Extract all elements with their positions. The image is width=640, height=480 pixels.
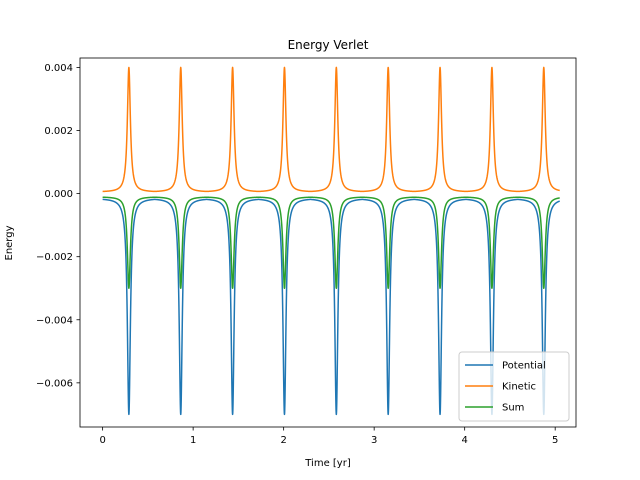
y-axis-ticks: −0.006 −0.004 −0.002 0.000 0.002 0.004 — [36, 63, 80, 389]
x-tick-label: 5 — [552, 435, 558, 446]
y-tick-label: 0.000 — [44, 189, 73, 200]
series-line-potential — [101, 198, 561, 416]
series-line-sum — [101, 196, 561, 289]
legend-label-kinetic: Kinetic — [502, 382, 536, 393]
legend-label-sum: Sum — [502, 403, 524, 414]
plot-frame — [79, 57, 577, 428]
x-tick-label: 3 — [371, 435, 377, 446]
x-tick-label: 1 — [190, 435, 196, 446]
y-tick-label: 0.002 — [44, 126, 73, 137]
y-tick-label: −0.006 — [36, 378, 73, 389]
series-line-kinetic — [101, 66, 561, 193]
legend-label-potential: Potential — [502, 361, 546, 372]
legend: Potential Kinetic Sum — [458, 351, 570, 422]
x-axis-label: Time [yr] — [304, 458, 351, 469]
x-tick-label: 0 — [99, 435, 105, 446]
y-tick-label: 0.004 — [44, 63, 73, 74]
series-layer — [101, 66, 561, 416]
x-tick-label: 4 — [461, 435, 467, 446]
y-tick-label: −0.004 — [36, 315, 73, 326]
chart-title: Energy Verlet — [288, 38, 369, 52]
x-tick-label: 2 — [280, 435, 286, 446]
x-axis-ticks: 0 1 2 3 4 5 — [99, 427, 558, 446]
y-axis-label: Energy — [4, 225, 15, 260]
legend-box — [458, 351, 570, 422]
y-tick-label: −0.002 — [36, 252, 73, 263]
